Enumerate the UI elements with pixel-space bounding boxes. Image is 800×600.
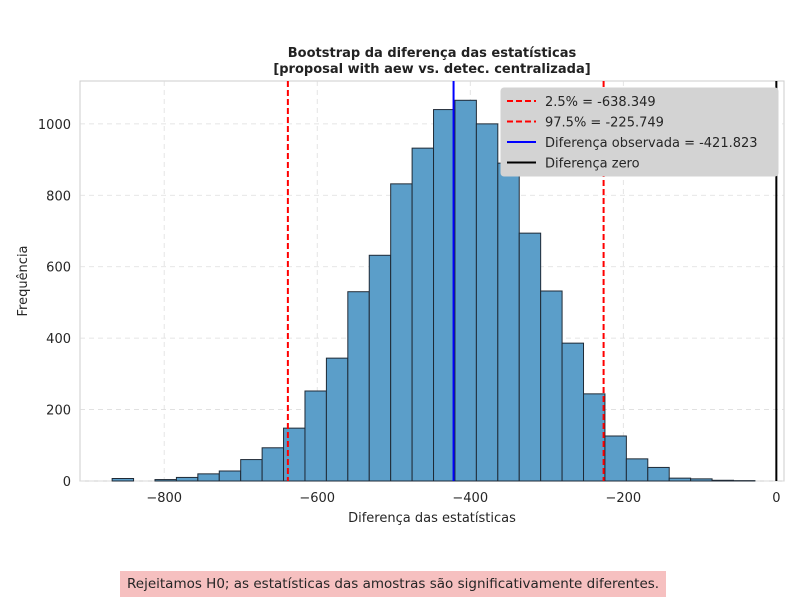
legend-entry: 2.5% = -638.349 — [545, 95, 656, 110]
histogram-bar — [561, 342, 585, 482]
tick-labels: −800 −600 −400 −200 0 0 200 400 600 800 1000 — [38, 118, 781, 506]
y-tick-label: 800 — [46, 189, 71, 204]
histogram-bar — [368, 254, 392, 482]
histogram-bar — [625, 458, 649, 482]
x-tick-label: −400 — [452, 491, 488, 506]
y-tick-label: 400 — [46, 332, 71, 347]
chart-title: Bootstrap da diferença das estatísticas — [288, 46, 577, 61]
y-tick-label: 1000 — [38, 118, 71, 133]
histogram-bar — [540, 290, 563, 482]
histogram-bars — [111, 99, 756, 482]
legend-entry: Diferença observada = -421.823 — [545, 136, 758, 151]
histogram-bar — [218, 470, 242, 482]
histogram-bar — [647, 466, 670, 482]
histogram-bar — [197, 473, 220, 482]
y-tick-label: 600 — [46, 261, 71, 276]
y-tick-label: 200 — [46, 404, 71, 419]
histogram-bar — [497, 162, 520, 482]
histogram-bar — [111, 478, 135, 482]
x-tick-label: −800 — [146, 491, 182, 506]
bootstrap-histogram-chart: Bootstrap da diferença das estatísticas … — [16, 46, 785, 526]
histogram-bar — [283, 427, 306, 482]
legend: 2.5% = -638.349 97.5% = -225.749 Diferença… — [500, 87, 779, 177]
histogram-bar — [604, 435, 627, 482]
legend-entry: Diferença zero — [545, 157, 640, 172]
histogram-bar — [583, 393, 606, 482]
x-tick-label: −600 — [299, 491, 335, 506]
histogram-bar — [175, 476, 199, 482]
histogram-bar — [475, 123, 499, 482]
conclusion-banner: Rejeitamos H0; as estatísticas das amost… — [120, 571, 667, 597]
chart-subtitle: [proposal with aew vs. detec. centraliza… — [273, 62, 590, 77]
histogram-bar — [668, 477, 692, 482]
histogram-bar — [261, 447, 285, 482]
histogram-bar — [411, 147, 435, 482]
histogram-bar — [304, 390, 327, 482]
histogram-bar — [390, 183, 413, 482]
histogram-bar — [433, 109, 456, 482]
histogram-bar — [240, 459, 263, 482]
x-tick-label: −200 — [605, 491, 641, 506]
y-tick-label: 0 — [63, 475, 71, 490]
x-tick-label: 0 — [772, 491, 780, 506]
legend-box — [500, 87, 779, 177]
histogram-bar — [518, 232, 542, 482]
histogram-bar — [690, 478, 713, 482]
y-axis-label: Frequência — [16, 245, 31, 316]
histogram-bar — [347, 291, 370, 482]
legend-entry: 97.5% = -225.749 — [545, 116, 664, 131]
histogram-bar — [454, 99, 477, 482]
histogram-bar — [711, 479, 734, 482]
x-axis-label: Diferença das estatísticas — [348, 511, 516, 526]
histogram-bar — [325, 357, 349, 482]
histogram-bar — [154, 479, 177, 482]
